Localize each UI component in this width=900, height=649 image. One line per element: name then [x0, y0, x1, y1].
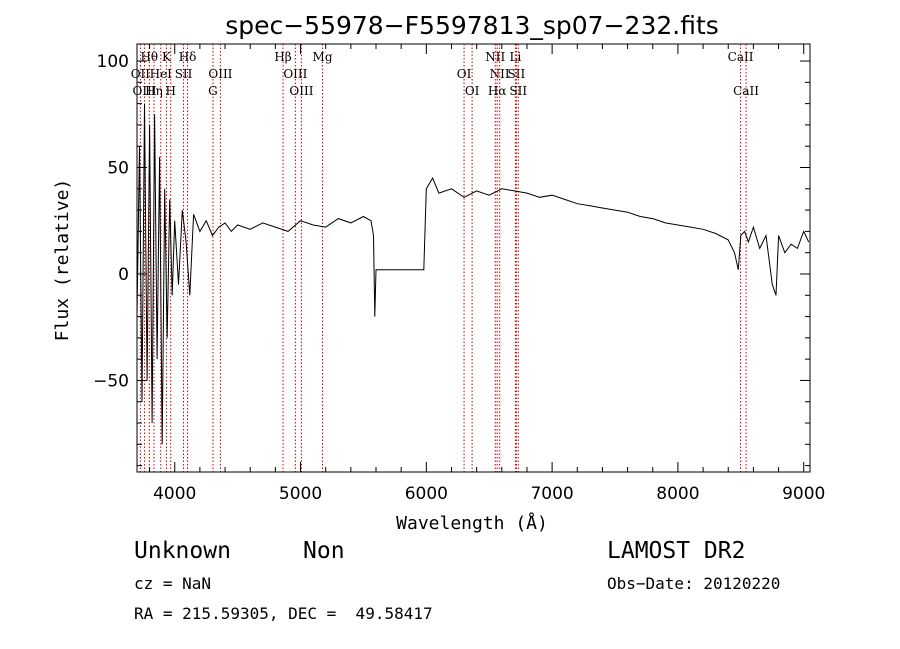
line-label: H [165, 84, 175, 98]
axes: 4000 5000 6000 7000 8000 9000 −50 0 50 100 [93, 43, 825, 504]
x-tick-label: 8000 [656, 484, 699, 504]
line-label: OIII [289, 84, 313, 98]
y-tick-label: 100 [97, 52, 129, 72]
line-label: SII [509, 84, 527, 98]
line-label: Hη [145, 84, 163, 98]
object-class: Unknown [134, 538, 231, 564]
line-label: OIII [283, 67, 307, 81]
spectrum-line [136, 103, 810, 445]
line-label: Li [509, 50, 521, 64]
line-label: G [208, 84, 218, 98]
line-label: Mg [313, 50, 333, 64]
line-label: SII [175, 67, 193, 81]
x-tick-label: 5000 [279, 484, 322, 504]
spectrum-series [136, 103, 810, 445]
y-tick-label: 0 [118, 265, 129, 285]
redshift: cz = NaN [134, 574, 212, 593]
line-label: Hα [488, 84, 507, 98]
x-tick-label: 7000 [530, 484, 573, 504]
line-label: OI [457, 67, 472, 81]
line-label: CaII [728, 50, 754, 64]
line-label: OIII [133, 84, 157, 98]
line-label: K [162, 50, 172, 64]
y-tick-label: 50 [107, 159, 129, 179]
x-tick-label: 4000 [153, 484, 196, 504]
plot-background [137, 44, 810, 472]
line-label: SII [508, 67, 526, 81]
x-tick-label: 6000 [405, 484, 448, 504]
plot-area [137, 44, 810, 472]
object-subclass: Non [303, 538, 345, 564]
line-label: OIII [208, 67, 232, 81]
line-label: OI [465, 84, 480, 98]
line-label: Hβ [274, 50, 291, 64]
line-label: HeI [150, 67, 173, 81]
obs-date: Obs−Date: 20120220 [607, 574, 781, 593]
y-tick-label: −50 [93, 371, 129, 391]
plot-frame [136, 43, 811, 473]
x-tick-label: 9000 [782, 484, 825, 504]
line-label: Hθ [140, 50, 158, 64]
y-axis-label: Flux (relative) [52, 179, 73, 342]
x-axis-label: Wavelength (Å) [396, 512, 548, 534]
chart-title: spec−55978−F5597813_sp07−232.fits [225, 11, 719, 40]
line-label: OII [131, 67, 151, 81]
line-label: CaII [733, 84, 759, 98]
line-label: Hδ [179, 50, 197, 64]
line-label: NII [490, 67, 510, 81]
survey-name: LAMOST DR2 [607, 538, 746, 564]
line-label: NII [485, 50, 505, 64]
coordinates: RA = 215.59305, DEC = 49.58417 [134, 604, 433, 623]
